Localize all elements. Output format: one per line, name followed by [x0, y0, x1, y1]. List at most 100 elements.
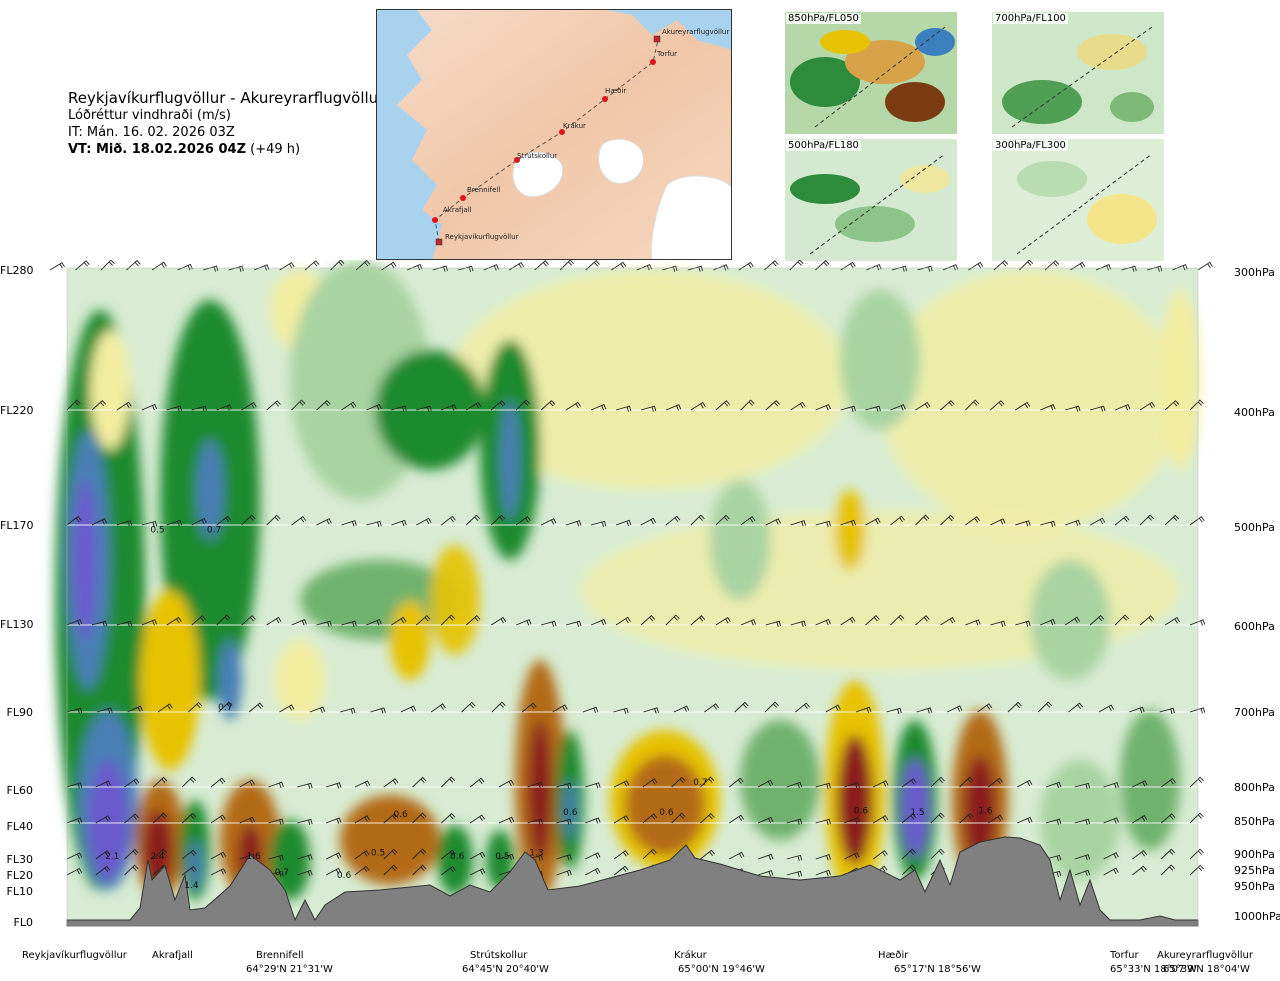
- wind-barb-229: [268, 781, 284, 788]
- wind-barb-28: [764, 260, 779, 271]
- wind-barb-147: [291, 619, 307, 626]
- wind-barb-165: [740, 619, 757, 626]
- wind-barb-33: [891, 265, 908, 272]
- wind-barb-43: [1146, 265, 1163, 272]
- wind-barb-181: [1139, 615, 1155, 626]
- wind-barb-214: [977, 703, 993, 713]
- wind-barb-27: [738, 261, 754, 271]
- fl-label-220: FL220: [0, 404, 34, 417]
- value-label-7: 0.6: [393, 810, 408, 820]
- map-sea-north: [607, 10, 731, 50]
- wind-barb-186: [127, 705, 143, 713]
- wind-barb-160: [615, 616, 631, 626]
- wind-barb-38: [1019, 260, 1034, 271]
- wind-barb-296: [1045, 818, 1062, 825]
- wind-barb-104: [366, 520, 382, 527]
- wind-barb-290: [873, 815, 889, 824]
- value-labels: 2.1 2.4 1.4 1.6 0.7 0.6 0.5 0.6 0.6 0.5 1.3 0.6 0.6 0…: [105, 526, 993, 891]
- coord-strutskollur: 64°45'N 20°40'W: [462, 964, 549, 975]
- wind-barb-272: [354, 815, 370, 824]
- value-label-11: 0.6: [563, 808, 578, 818]
- thumbnail-300-label: 300hPa/FL300: [993, 140, 1068, 151]
- wind-barb-330: [872, 850, 888, 860]
- value-label-10: 1.3: [529, 849, 543, 859]
- wind-barb-371: [901, 864, 916, 876]
- wind-barb-203: [643, 707, 659, 714]
- coord-haedir: 65°17'N 18°56'W: [894, 964, 981, 975]
- terrain: [66, 836, 1199, 927]
- wind-barb-13: [381, 261, 397, 271]
- wind-barb-368: [815, 869, 831, 877]
- wind-barb-233: [383, 778, 399, 788]
- cross-section-chart: 2.1 2.4 1.4 1.6 0.7 0.6 0.5 0.6 0.6 0.5 1.3 0.6 0.6 0…: [49, 260, 1213, 927]
- thumbnail-700-map: [992, 12, 1164, 134]
- wind-barb-6: [202, 265, 219, 272]
- hpa-label-925: 925hPa: [1234, 864, 1275, 877]
- wind-barb-52: [216, 404, 233, 411]
- wind-barb-159: [590, 618, 607, 626]
- wind-barb-258: [1103, 782, 1119, 789]
- wind-barb-106: [416, 517, 432, 526]
- wind-barb-58: [366, 403, 382, 411]
- wind-barb-69: [640, 405, 657, 412]
- wind-barb-287: [786, 818, 803, 825]
- hpa-label-1000: 1000hPa: [1234, 910, 1280, 923]
- thumbnail-850[interactable]: 850hPa/FL050: [785, 12, 957, 134]
- wind-barb-178: [1064, 616, 1081, 626]
- wind-barb-79: [890, 404, 906, 411]
- wind-barb-271: [325, 817, 342, 824]
- location-krakur: Krákur: [674, 950, 707, 961]
- wind-barb-261: [1189, 776, 1204, 788]
- route-map-svg: Akureyrarflugvöllur Torfur Hæðir Krákur …: [377, 10, 731, 259]
- wind-barb-110: [515, 516, 531, 526]
- wind-barb-87: [1090, 405, 1106, 412]
- wind-barb-328: [815, 854, 831, 861]
- wind-barb-292: [930, 812, 945, 824]
- wind-barb-46: [66, 399, 81, 411]
- wind-barb-320: [585, 852, 601, 860]
- wind-barb-60: [416, 405, 432, 412]
- thumbnail-500[interactable]: 500hPa/FL180: [785, 139, 957, 261]
- wind-barb-85: [1040, 404, 1056, 411]
- wind-barb-279: [556, 818, 572, 825]
- wind-barb-218: [1098, 704, 1114, 713]
- wind-barb-34: [917, 265, 933, 272]
- wind-barb-25: [687, 265, 704, 272]
- wind-barb-206: [734, 701, 749, 713]
- hpa-label-300: 300hPa: [1234, 266, 1275, 279]
- hpa-label-500: 500hPa: [1234, 521, 1275, 534]
- wind-barb-224: [124, 778, 140, 788]
- wind-barb-241: [613, 780, 630, 788]
- wind-barb-11: [330, 260, 345, 271]
- value-label-18: 0.7: [207, 526, 221, 536]
- fl-label-0: FL0: [13, 916, 33, 929]
- wind-barb-248: [815, 782, 831, 789]
- wind-barb-193: [340, 707, 356, 714]
- wind-barb-256: [1045, 781, 1062, 789]
- wind-barb-243: [671, 776, 686, 788]
- wind-barb-346: [181, 865, 197, 876]
- wind-barb-80: [915, 401, 931, 411]
- location-reykjavik: Reykjavíkurflugvöllur: [22, 950, 127, 961]
- wind-barb-71: [690, 401, 706, 411]
- wind-barb-93: [91, 518, 108, 526]
- wind-barb-86: [1065, 405, 1081, 412]
- wind-barb-228: [239, 779, 255, 788]
- wind-barb-329: [844, 852, 860, 860]
- wind-barb-312: [354, 850, 370, 860]
- wind-barb-322: [642, 848, 657, 860]
- map-glacier-3: [650, 175, 731, 259]
- value-label-8: 0.6: [450, 852, 465, 862]
- wind-barb-202: [613, 707, 629, 714]
- wind-barb-24: [662, 265, 678, 272]
- location-brennifell: Brennifell: [256, 950, 304, 961]
- location-torfur: Torfur: [1110, 950, 1139, 961]
- wind-barb-135: [1139, 514, 1154, 526]
- wind-barb-361: [613, 865, 629, 876]
- wind-barb-343: [95, 865, 111, 876]
- wind-barb-359: [556, 869, 572, 877]
- thumbnail-300[interactable]: 300hPa/FL300: [992, 139, 1164, 261]
- wind-barb-88: [1114, 404, 1131, 411]
- wind-barb-213: [946, 705, 963, 713]
- thumbnail-700[interactable]: 700hPa/FL100: [992, 12, 1164, 134]
